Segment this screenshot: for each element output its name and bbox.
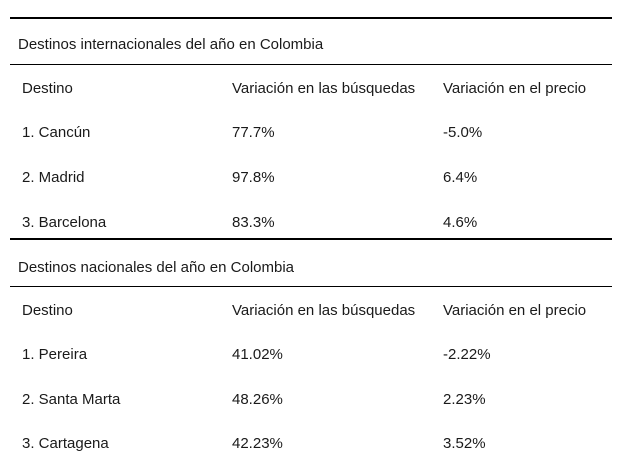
- price-variation-cell: 4.6%: [443, 214, 478, 231]
- search-variation-cell: 41.02%: [232, 346, 283, 363]
- table-header-row: Destino Variación en las búsquedas Varia…: [10, 80, 612, 102]
- table-header-row: Destino Variación en las búsquedas Varia…: [10, 302, 612, 324]
- destination-cell: 3. Cartagena: [22, 435, 109, 452]
- header-search-variation: Variación en las búsquedas: [232, 302, 416, 319]
- price-variation-cell: 2.23%: [443, 391, 486, 408]
- destination-cell: 2. Madrid: [22, 169, 85, 186]
- search-variation-cell: 97.8%: [232, 169, 275, 186]
- title-divider: [10, 64, 612, 65]
- search-variation-cell: 48.26%: [232, 391, 283, 408]
- top-rule: [10, 17, 612, 19]
- international-destinations-table: Destinos internacionales del año en Colo…: [10, 0, 612, 240]
- table-row: 2. Madrid 97.8% 6.4%: [10, 169, 612, 191]
- price-variation-cell: 3.52%: [443, 435, 486, 452]
- table-row: 1. Cancún 77.7% -5.0%: [10, 124, 612, 146]
- table-row: 1. Pereira 41.02% -2.22%: [10, 346, 612, 368]
- table-title: Destinos internacionales del año en Colo…: [18, 36, 324, 53]
- search-variation-cell: 77.7%: [232, 124, 275, 141]
- table-row: 3. Cartagena 42.23% 3.52%: [10, 435, 612, 457]
- search-variation-cell: 42.23%: [232, 435, 283, 452]
- destination-cell: 1. Cancún: [22, 124, 91, 141]
- destination-cell: 2. Santa Marta: [22, 391, 121, 408]
- table-row: 2. Santa Marta 48.26% 2.23%: [10, 391, 612, 413]
- header-price-variation: Variación en el precio: [443, 80, 587, 97]
- title-divider: [10, 286, 612, 287]
- table-title: Destinos nacionales del año en Colombia: [18, 259, 295, 276]
- header-search-variation: Variación en las búsquedas: [232, 80, 416, 97]
- price-variation-cell: 6.4%: [443, 169, 478, 186]
- price-variation-cell: -2.22%: [443, 346, 491, 363]
- destination-cell: 3. Barcelona: [22, 214, 107, 231]
- search-variation-cell: 83.3%: [232, 214, 275, 231]
- table-row: 3. Barcelona 83.3% 4.6%: [10, 214, 612, 236]
- header-destino: Destino: [22, 80, 73, 97]
- header-destino: Destino: [22, 302, 73, 319]
- destination-cell: 1. Pereira: [22, 346, 88, 363]
- header-price-variation: Variación en el precio: [443, 302, 587, 319]
- national-destinations-table: Destinos nacionales del año en Colombia …: [10, 238, 612, 467]
- price-variation-cell: -5.0%: [443, 124, 483, 141]
- top-rule: [10, 238, 612, 240]
